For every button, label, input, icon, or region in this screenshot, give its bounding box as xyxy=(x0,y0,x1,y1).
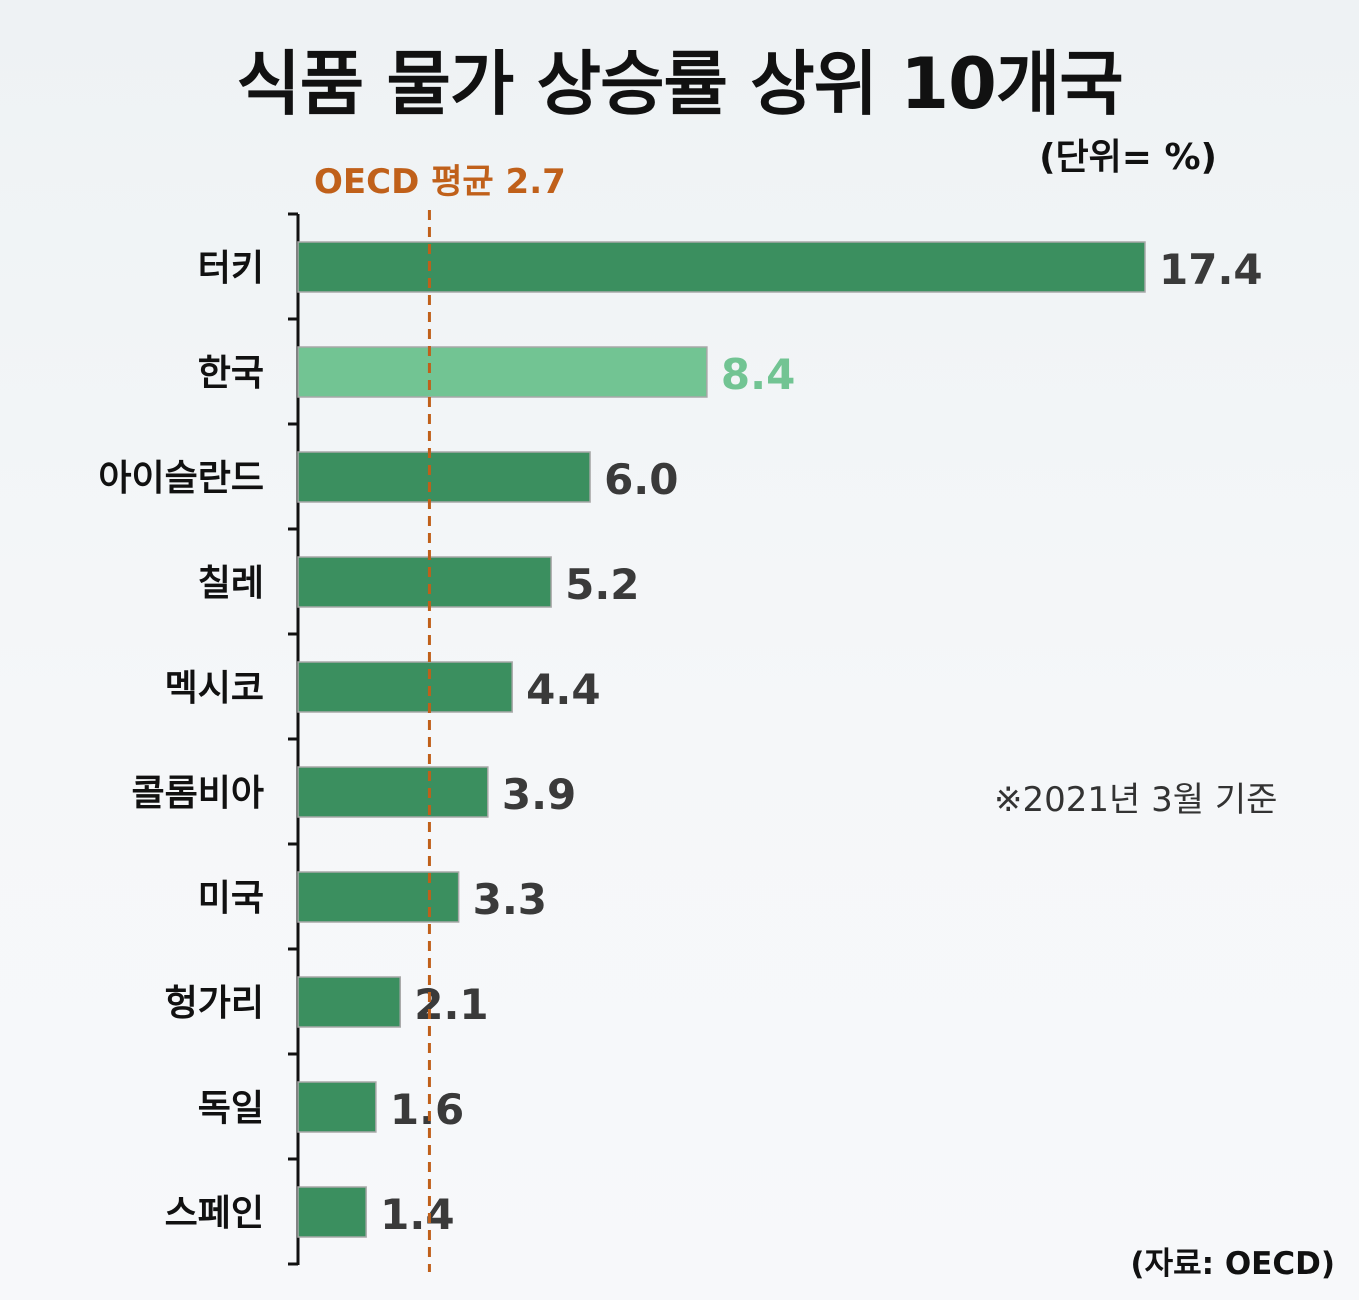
value-label: 1.4 xyxy=(380,1190,454,1239)
value-label: 6.0 xyxy=(604,455,678,504)
value-label: 3.3 xyxy=(473,875,547,924)
source-label: (자료: OECD) xyxy=(1130,1246,1335,1282)
value-label: 2.1 xyxy=(414,980,488,1029)
category-label: 멕시코 xyxy=(165,668,264,709)
category-label: 아이슬란드 xyxy=(98,458,264,499)
value-label: 3.9 xyxy=(502,770,576,819)
category-label: 한국 xyxy=(198,353,264,394)
category-label: 헝가리 xyxy=(165,983,264,1024)
bar xyxy=(297,241,1146,293)
bar xyxy=(297,1081,377,1133)
unit-label: (단위= %) xyxy=(1039,137,1217,178)
category-label: 스페인 xyxy=(165,1193,264,1234)
bar xyxy=(297,451,591,503)
value-label: 8.4 xyxy=(721,350,795,399)
category-label: 터키 xyxy=(198,248,264,289)
bar xyxy=(297,661,513,713)
bar xyxy=(297,556,552,608)
value-label: 17.4 xyxy=(1159,245,1263,294)
value-label: 4.4 xyxy=(526,665,600,714)
category-label: 독일 xyxy=(198,1088,264,1129)
bar xyxy=(297,766,489,818)
category-label: 미국 xyxy=(198,878,264,919)
value-label: 5.2 xyxy=(565,560,639,609)
bar xyxy=(297,1186,367,1238)
bar xyxy=(297,871,460,923)
bar xyxy=(297,976,401,1028)
category-label: 콜롬비아 xyxy=(132,773,264,814)
footnote: ※2021년 3월 기준 xyxy=(994,780,1278,820)
value-label: 1.6 xyxy=(390,1085,464,1134)
category-label: 칠레 xyxy=(198,563,264,604)
bar xyxy=(297,346,708,398)
reference-line-label: OECD 평균 2.7 xyxy=(314,162,566,202)
chart-title: 식품 물가 상승률 상위 10개국 xyxy=(236,43,1123,125)
